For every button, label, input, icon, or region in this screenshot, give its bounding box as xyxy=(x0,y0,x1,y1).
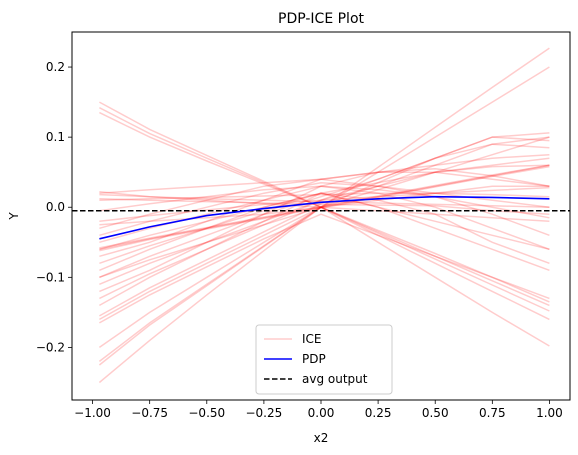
legend-label: avg output xyxy=(302,372,368,386)
ice-line-1 xyxy=(99,164,550,251)
legend-box xyxy=(255,324,393,395)
ice-line-11 xyxy=(99,213,550,324)
ice-line-6 xyxy=(99,111,550,303)
x-tick-label: 1.00 xyxy=(536,406,563,420)
ice-line-20 xyxy=(99,167,550,230)
ice-line-5 xyxy=(99,107,550,307)
x-tick-label: −0.75 xyxy=(131,406,168,420)
ice-line-8 xyxy=(98,66,550,366)
ice-line-25 xyxy=(99,185,550,226)
ice-line-9 xyxy=(98,206,550,362)
ice-line-2 xyxy=(99,164,550,249)
ice-line-10 xyxy=(99,136,550,321)
ice-line-19 xyxy=(99,181,550,237)
ice-line-21 xyxy=(99,191,550,223)
x-tick-label: −0.50 xyxy=(188,406,225,420)
y-tick-label: −0.2 xyxy=(36,340,65,354)
x-tick-label: −0.25 xyxy=(245,406,282,420)
ice-line-29 xyxy=(99,192,550,307)
ice-line-33 xyxy=(99,192,550,201)
ice-lines xyxy=(98,47,550,384)
chart-title: PDP-ICE Plot xyxy=(278,11,365,27)
y-tick-label: 0.0 xyxy=(46,200,65,214)
ice-line-27 xyxy=(99,153,550,258)
x-tick-label: 0.75 xyxy=(479,406,506,420)
x-axis-label: x2 xyxy=(314,431,329,445)
ice-line-30 xyxy=(98,206,550,349)
ice-line-32 xyxy=(99,164,550,251)
x-tick-label: 0.25 xyxy=(365,406,392,420)
ice-line-15 xyxy=(99,143,550,278)
legend-label: PDP xyxy=(302,352,326,366)
ice-line-28 xyxy=(99,171,550,293)
pdp-line xyxy=(99,195,550,240)
ice-line-14 xyxy=(99,157,550,285)
ice-line-13 xyxy=(99,132,550,300)
ice-line-3 xyxy=(99,165,550,252)
y-tick-label: −0.1 xyxy=(36,270,65,284)
y-tick-label: 0.2 xyxy=(46,60,65,74)
ice-line-7 xyxy=(98,47,550,384)
x-tick-label: −1.00 xyxy=(74,406,111,420)
ice-line-24 xyxy=(99,186,550,223)
x-tick-label: 0.00 xyxy=(308,406,335,420)
ice-line-17 xyxy=(99,192,550,265)
x-tick-label: 0.50 xyxy=(422,406,449,420)
ice-line-34 xyxy=(99,136,550,279)
y-axis-ticks: −0.2 −0.1 0.0 0.1 0.2 xyxy=(36,60,72,354)
ice-line-23 xyxy=(99,198,550,215)
y-tick-label: 0.1 xyxy=(46,130,65,144)
legend: ICE PDP avg output xyxy=(255,324,393,395)
y-axis-label: Y xyxy=(7,212,21,221)
ice-line-12 xyxy=(99,136,550,317)
ice-line-16 xyxy=(99,192,550,271)
ice-line-31 xyxy=(99,185,550,219)
ice-line-4 xyxy=(99,101,550,312)
legend-label: ICE xyxy=(302,332,322,346)
x-axis-ticks: −1.00 −0.75 −0.50 −0.25 0.00 0.25 0.50 0.75 1.00 xyxy=(74,400,563,420)
